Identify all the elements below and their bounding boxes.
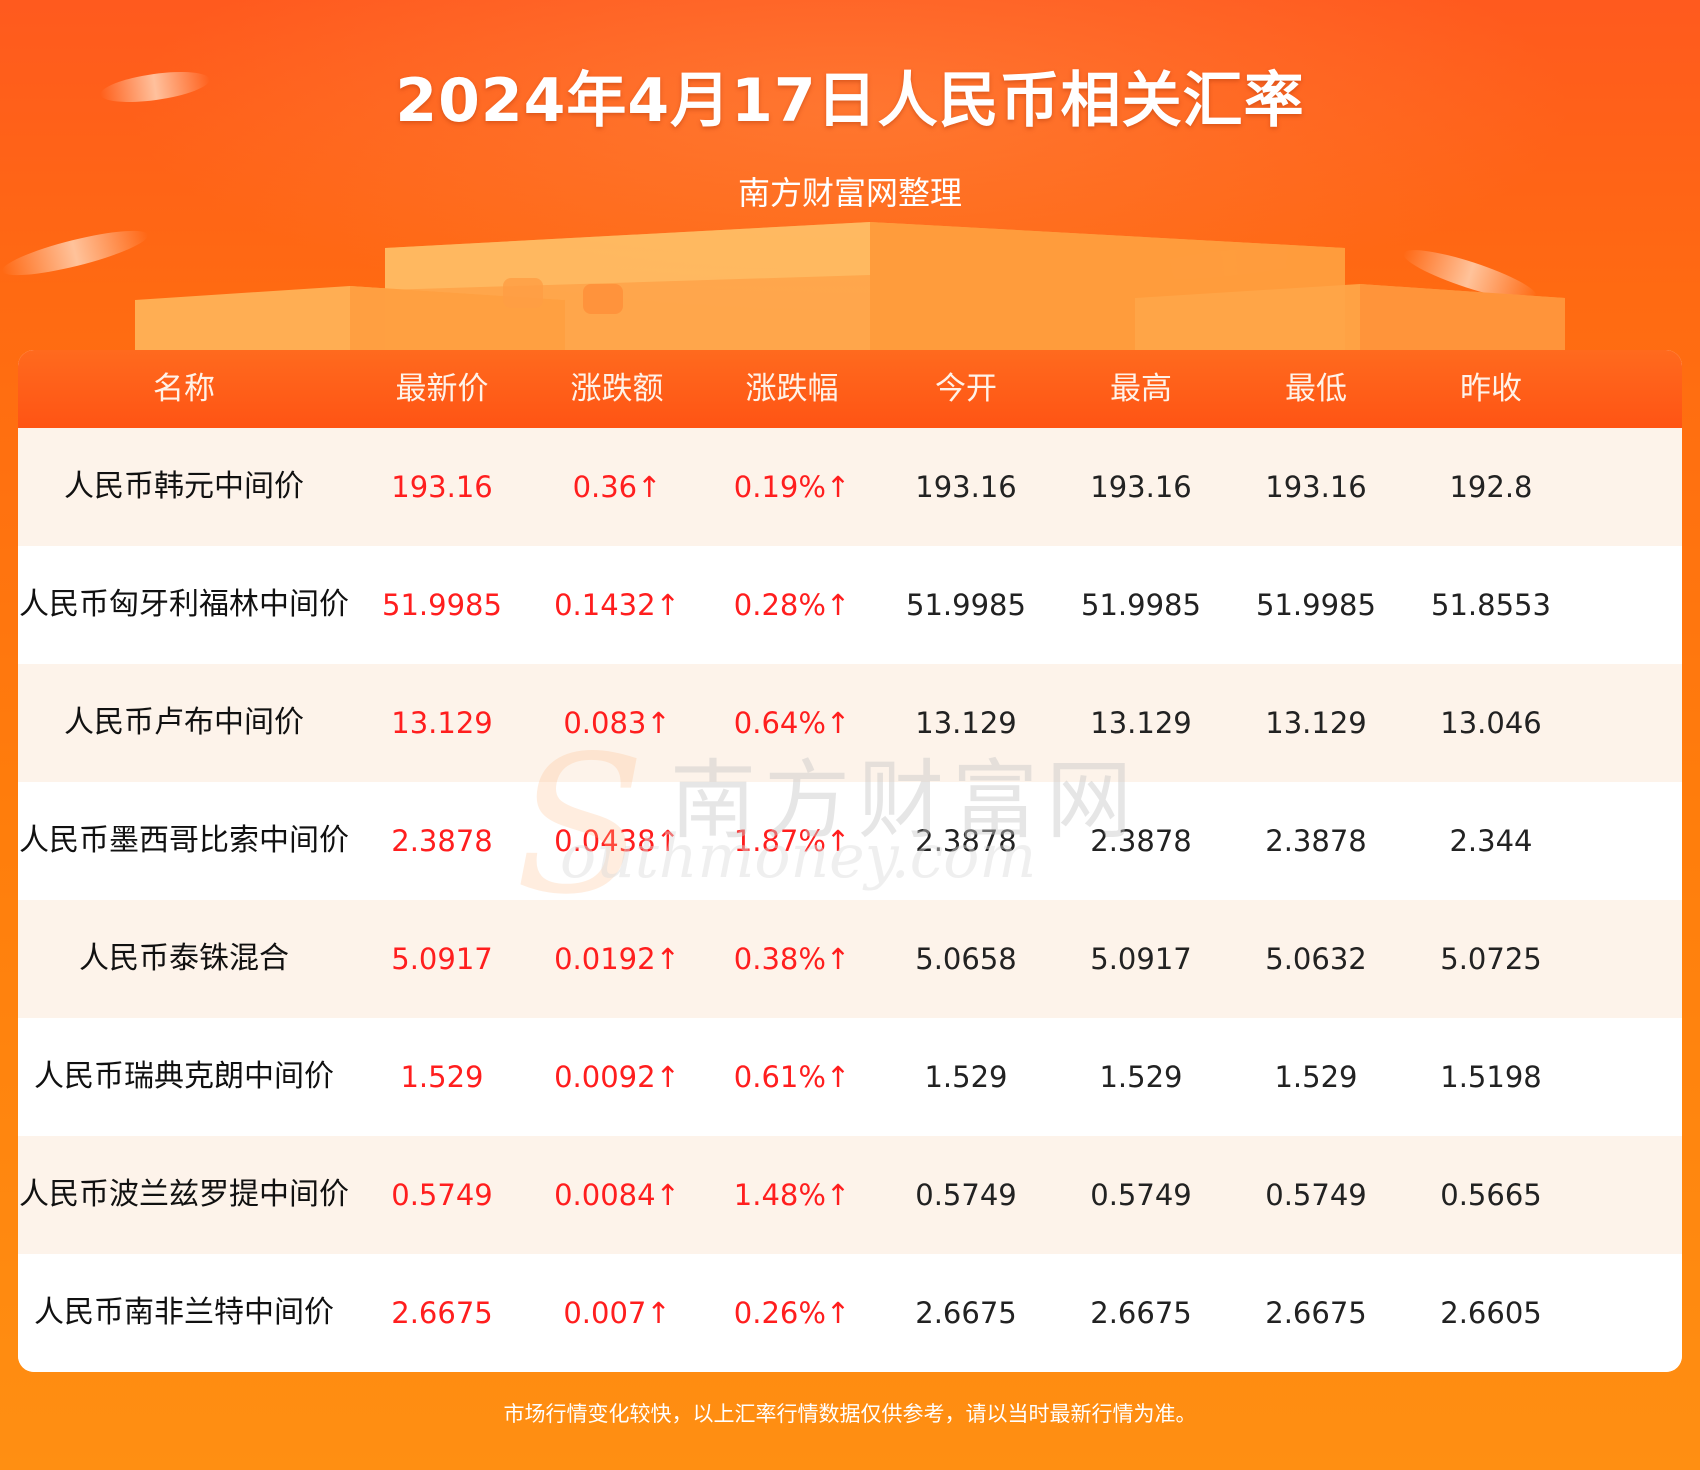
table-row: 人民币泰铢混合 5.0917 0.0192↑ 0.38%↑ 5.0658 5.0… bbox=[18, 900, 1682, 1018]
rates-table: 名称 最新价 涨跌额 涨跌幅 今开 最高 最低 昨收 人民币韩元中间价 193.… bbox=[18, 350, 1682, 1372]
cell-change: 0.1432↑ bbox=[554, 588, 680, 622]
cell-open: 13.129 bbox=[915, 706, 1017, 740]
cell-change: 0.007↑ bbox=[563, 1296, 671, 1330]
cell-low: 0.5749 bbox=[1265, 1178, 1367, 1212]
cell-low: 51.9985 bbox=[1256, 588, 1376, 622]
cell-high: 193.16 bbox=[1090, 470, 1192, 504]
cell-low: 2.3878 bbox=[1265, 824, 1367, 858]
hero-banner: 2024年4月17日人民币相关汇率 南方财富网整理 bbox=[0, 0, 1700, 360]
cell-latest: 2.3878 bbox=[391, 824, 493, 858]
cell-change: 0.083↑ bbox=[563, 706, 671, 740]
column-header-latest: 最新价 bbox=[395, 371, 489, 407]
cell-high: 2.3878 bbox=[1090, 824, 1192, 858]
table-row: 人民币南非兰特中间价 2.6675 0.007↑ 0.26%↑ 2.6675 2… bbox=[18, 1254, 1682, 1372]
cell-low: 5.0632 bbox=[1265, 942, 1367, 976]
cell-change-pct: 0.61%↑ bbox=[733, 1060, 851, 1094]
cell-name: 人民币波兰兹罗提中间价 bbox=[19, 1177, 349, 1212]
cell-open: 2.3878 bbox=[915, 824, 1017, 858]
cell-open: 2.6675 bbox=[915, 1296, 1017, 1330]
cell-change-pct: 0.28%↑ bbox=[733, 588, 851, 622]
cell-prev-close: 2.344 bbox=[1449, 824, 1533, 858]
cell-change: 0.36↑ bbox=[572, 470, 662, 504]
table-row: 人民币波兰兹罗提中间价 0.5749 0.0084↑ 1.48%↑ 0.5749… bbox=[18, 1136, 1682, 1254]
cell-name: 人民币墨西哥比索中间价 bbox=[19, 823, 349, 858]
cell-name: 人民币匈牙利福林中间价 bbox=[19, 587, 349, 622]
cell-name: 人民币泰铢混合 bbox=[79, 941, 289, 976]
cell-latest: 1.529 bbox=[400, 1060, 484, 1094]
page-subtitle: 南方财富网整理 bbox=[737, 174, 962, 212]
stage-blocks bbox=[135, 222, 1565, 360]
column-header-change: 涨跌额 bbox=[570, 371, 664, 407]
table-row: 人民币瑞典克朗中间价 1.529 0.0092↑ 0.61%↑ 1.529 1.… bbox=[18, 1018, 1682, 1136]
table-row: 人民币墨西哥比索中间价 2.3878 0.0438↑ 1.87%↑ 2.3878… bbox=[18, 782, 1682, 900]
cell-high: 1.529 bbox=[1099, 1060, 1183, 1094]
table-row: 人民币卢布中间价 13.129 0.083↑ 0.64%↑ 13.129 13.… bbox=[18, 664, 1682, 782]
table-row: 人民币韩元中间价 193.16 0.36↑ 0.19%↑ 193.16 193.… bbox=[18, 428, 1682, 546]
cell-change-pct: 0.38%↑ bbox=[733, 942, 851, 976]
cell-prev-close: 2.6605 bbox=[1440, 1296, 1542, 1330]
column-header-low: 最低 bbox=[1285, 371, 1347, 407]
cell-open: 5.0658 bbox=[915, 942, 1017, 976]
cell-low: 2.6675 bbox=[1265, 1296, 1367, 1330]
column-header-change-pct: 涨跌幅 bbox=[745, 371, 839, 407]
cell-name: 人民币南非兰特中间价 bbox=[34, 1295, 334, 1330]
cell-high: 2.6675 bbox=[1090, 1296, 1192, 1330]
cell-prev-close: 0.5665 bbox=[1440, 1178, 1542, 1212]
disclaimer-footer: 市场行情变化较快，以上汇率行情数据仅供参考，请以当时最新行情为准。 bbox=[503, 1402, 1197, 1426]
table-header: 名称 最新价 涨跌额 涨跌幅 今开 最高 最低 昨收 bbox=[18, 350, 1682, 428]
cell-high: 13.129 bbox=[1090, 706, 1192, 740]
cell-name: 人民币韩元中间价 bbox=[64, 469, 304, 504]
cell-change-pct: 1.87%↑ bbox=[733, 824, 851, 858]
cell-name: 人民币瑞典克朗中间价 bbox=[34, 1059, 334, 1094]
cell-latest: 2.6675 bbox=[391, 1296, 493, 1330]
cell-latest: 13.129 bbox=[391, 706, 493, 740]
cell-name: 人民币卢布中间价 bbox=[64, 705, 304, 740]
cell-change: 0.0192↑ bbox=[554, 942, 680, 976]
cell-latest: 193.16 bbox=[391, 470, 493, 504]
column-header-name: 名称 bbox=[153, 371, 215, 407]
cell-change-pct: 0.26%↑ bbox=[733, 1296, 851, 1330]
cell-latest: 51.9985 bbox=[382, 588, 502, 622]
column-header-prev-close: 昨收 bbox=[1460, 371, 1522, 407]
cell-change: 0.0438↑ bbox=[554, 824, 680, 858]
cell-change-pct: 0.64%↑ bbox=[733, 706, 851, 740]
cell-low: 1.529 bbox=[1274, 1060, 1358, 1094]
cell-change: 0.0092↑ bbox=[554, 1060, 680, 1094]
cell-open: 1.529 bbox=[924, 1060, 1008, 1094]
cell-high: 5.0917 bbox=[1090, 942, 1192, 976]
cell-high: 0.5749 bbox=[1090, 1178, 1192, 1212]
cell-open: 0.5749 bbox=[915, 1178, 1017, 1212]
column-header-high: 最高 bbox=[1110, 371, 1172, 407]
cell-low: 193.16 bbox=[1265, 470, 1367, 504]
column-header-open: 今开 bbox=[935, 371, 997, 407]
cell-low: 13.129 bbox=[1265, 706, 1367, 740]
cell-prev-close: 13.046 bbox=[1440, 706, 1542, 740]
cell-latest: 5.0917 bbox=[391, 942, 493, 976]
cell-open: 193.16 bbox=[915, 470, 1017, 504]
cell-change-pct: 1.48%↑ bbox=[733, 1178, 851, 1212]
cell-open: 51.9985 bbox=[906, 588, 1026, 622]
cell-change: 0.0084↑ bbox=[554, 1178, 680, 1212]
cell-high: 51.9985 bbox=[1081, 588, 1201, 622]
table-row: 人民币匈牙利福林中间价 51.9985 0.1432↑ 0.28%↑ 51.99… bbox=[18, 546, 1682, 664]
cell-latest: 0.5749 bbox=[391, 1178, 493, 1212]
page-title: 2024年4月17日人民币相关汇率 bbox=[395, 66, 1305, 136]
cell-prev-close: 5.0725 bbox=[1440, 942, 1542, 976]
cell-prev-close: 192.8 bbox=[1449, 470, 1533, 504]
cell-prev-close: 1.5198 bbox=[1440, 1060, 1542, 1094]
cell-prev-close: 51.8553 bbox=[1431, 588, 1551, 622]
cell-change-pct: 0.19%↑ bbox=[733, 470, 851, 504]
